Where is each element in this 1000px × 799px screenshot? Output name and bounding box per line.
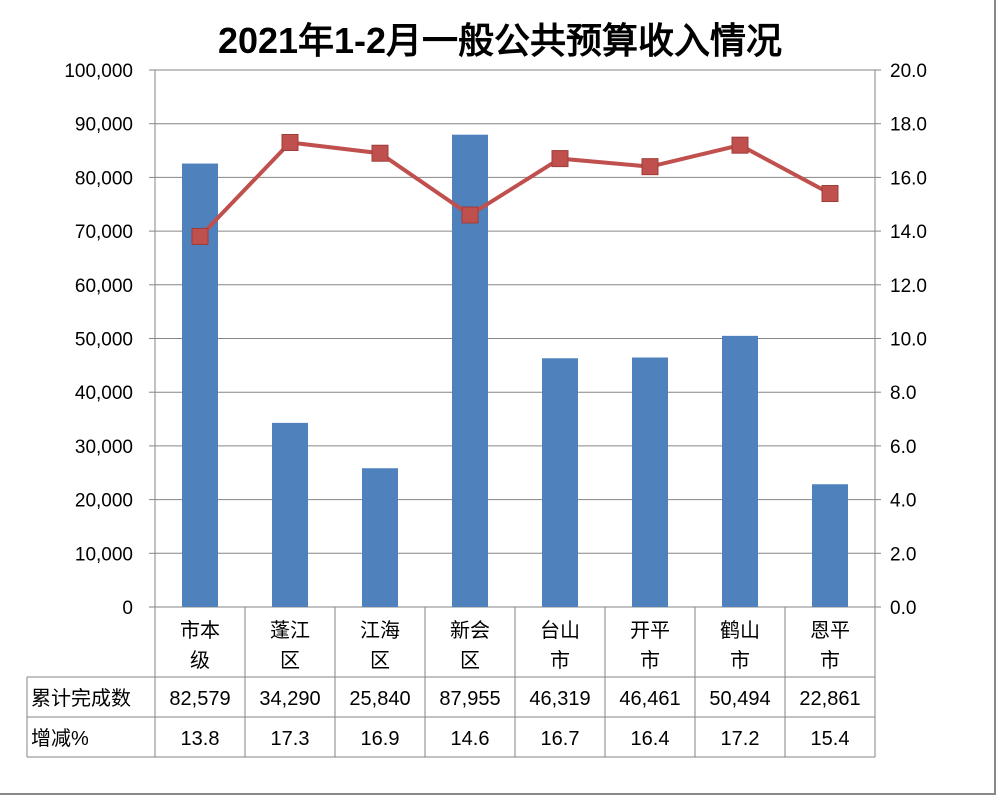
category-label: 江海区: [360, 619, 400, 672]
right-tick-label: 10.0: [890, 330, 927, 351]
right-tick-label: 18.0: [890, 115, 927, 136]
line-marker-7: [821, 185, 839, 203]
line-marker-6: [731, 136, 749, 154]
category-label: 蓬江区: [270, 619, 310, 672]
bar-value-cell: 25,840: [349, 688, 410, 710]
bar-5: [632, 357, 668, 607]
bar-value-cell: 46,461: [619, 688, 680, 710]
series-name-line: 增减%: [31, 727, 89, 750]
left-tick-label: 20,000: [75, 491, 133, 512]
line-marker-3: [461, 206, 479, 224]
line-marker-5: [641, 158, 659, 176]
growth-value-cell: 16.9: [361, 728, 400, 750]
left-tick-label: 80,000: [75, 168, 133, 189]
right-tick-label: 8.0: [890, 383, 916, 404]
left-tick-label: 70,000: [75, 222, 133, 243]
growth-value-cell: 14.6: [451, 728, 490, 750]
bar-value-cell: 87,955: [439, 688, 500, 710]
left-tick-label: 100,000: [64, 61, 133, 82]
bar-4: [542, 358, 578, 607]
right-tick-label: 0.0: [890, 598, 916, 619]
right-tick-label: 2.0: [890, 544, 916, 565]
right-tick-label: 12.0: [890, 276, 927, 297]
right-tick-label: 14.0: [890, 222, 927, 243]
right-tick-label: 6.0: [890, 437, 916, 458]
left-tick-label: 60,000: [75, 276, 133, 297]
category-label: 恩平市: [810, 620, 850, 672]
right-tick-label: 16.0: [890, 168, 927, 189]
bar-1: [272, 422, 308, 607]
line-marker-1: [281, 133, 299, 151]
left-tick-label: 50,000: [75, 330, 133, 351]
category-label: 鹤山市: [720, 619, 760, 672]
right-tick-label: 4.0: [890, 491, 916, 512]
left-tick-label: 0: [122, 598, 133, 619]
growth-value-cell: 17.3: [271, 728, 310, 750]
growth-value-cell: 16.7: [541, 728, 580, 750]
category-label: 台山市: [540, 619, 580, 672]
category-label: 新会区: [450, 619, 490, 672]
growth-value-cell: 16.4: [631, 728, 670, 750]
left-tick-label: 30,000: [75, 437, 133, 458]
series-name-bar: 累计完成数: [31, 687, 131, 710]
category-label: 市本级: [180, 619, 220, 672]
chart-title: 2021年1-2月一般公共预算收入情况: [217, 20, 783, 61]
left-tick-label: 10,000: [75, 544, 133, 565]
bar-6: [722, 335, 758, 607]
bar-2: [362, 468, 398, 607]
bar-7: [812, 484, 848, 607]
left-tick-label: 90,000: [75, 115, 133, 136]
bar-value-cell: 22,861: [799, 688, 860, 710]
right-tick-label: 20.0: [890, 61, 927, 82]
bar-value-cell: 46,319: [529, 688, 590, 710]
line-marker-4: [551, 150, 569, 168]
growth-value-cell: 17.2: [721, 728, 760, 750]
data-table: 市本级 82,579 13.8 蓬江区 34,290 17.3 江海区 25,840 16.9 新…: [26, 607, 876, 758]
left-tick-label: 40,000: [75, 383, 133, 404]
bar-value-cell: 82,579: [169, 688, 230, 710]
category-label: 开平市: [630, 620, 670, 672]
growth-value-cell: 13.8: [181, 728, 220, 750]
line-marker-0: [191, 227, 209, 245]
growth-line: [198, 140, 831, 238]
growth-value-cell: 15.4: [811, 728, 850, 750]
bar-value-cell: 50,494: [709, 688, 770, 710]
line-marker-2: [371, 144, 389, 162]
bar-value-cell: 34,290: [259, 688, 320, 710]
